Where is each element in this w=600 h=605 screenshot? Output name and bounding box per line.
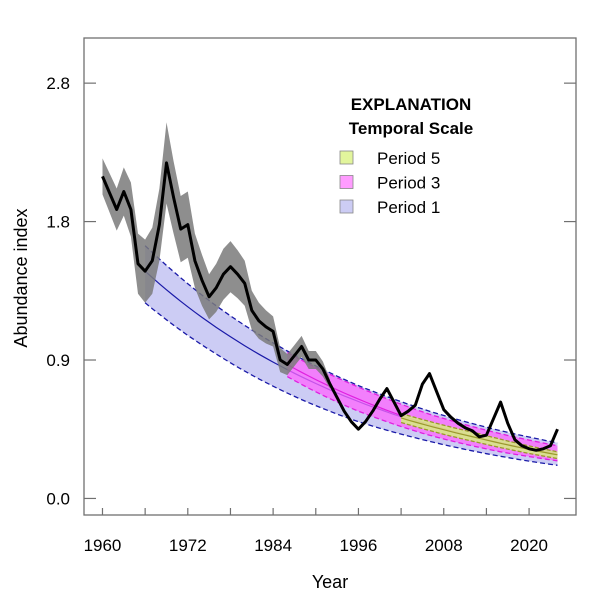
x-tick-label: 1960 (84, 536, 122, 555)
legend-swatch-period-1 (340, 200, 353, 213)
x-axis-title: Year (312, 572, 348, 592)
y-tick-label: 0.0 (46, 489, 70, 508)
x-tick-label: 1984 (254, 536, 292, 555)
y-tick-label: 0.9 (46, 351, 70, 370)
legend-subtitle: Temporal Scale (349, 119, 473, 138)
legend-label-period-5: Period 5 (377, 149, 440, 168)
y-axis-title: Abundance index (11, 208, 31, 347)
y-tick-label: 2.8 (46, 74, 70, 93)
x-tick-label: 2008 (425, 536, 463, 555)
x-tick-label: 1996 (340, 536, 378, 555)
legend-title: EXPLANATION (351, 95, 472, 114)
legend-label-period-3: Period 3 (377, 174, 440, 193)
legend-swatch-period-3 (340, 176, 353, 189)
legend-label-period-1: Period 1 (377, 198, 440, 217)
x-tick-label: 1972 (169, 536, 207, 555)
y-tick-label: 1.8 (46, 213, 70, 232)
legend-swatch-period-5 (340, 151, 353, 164)
x-tick-label: 2020 (510, 536, 548, 555)
